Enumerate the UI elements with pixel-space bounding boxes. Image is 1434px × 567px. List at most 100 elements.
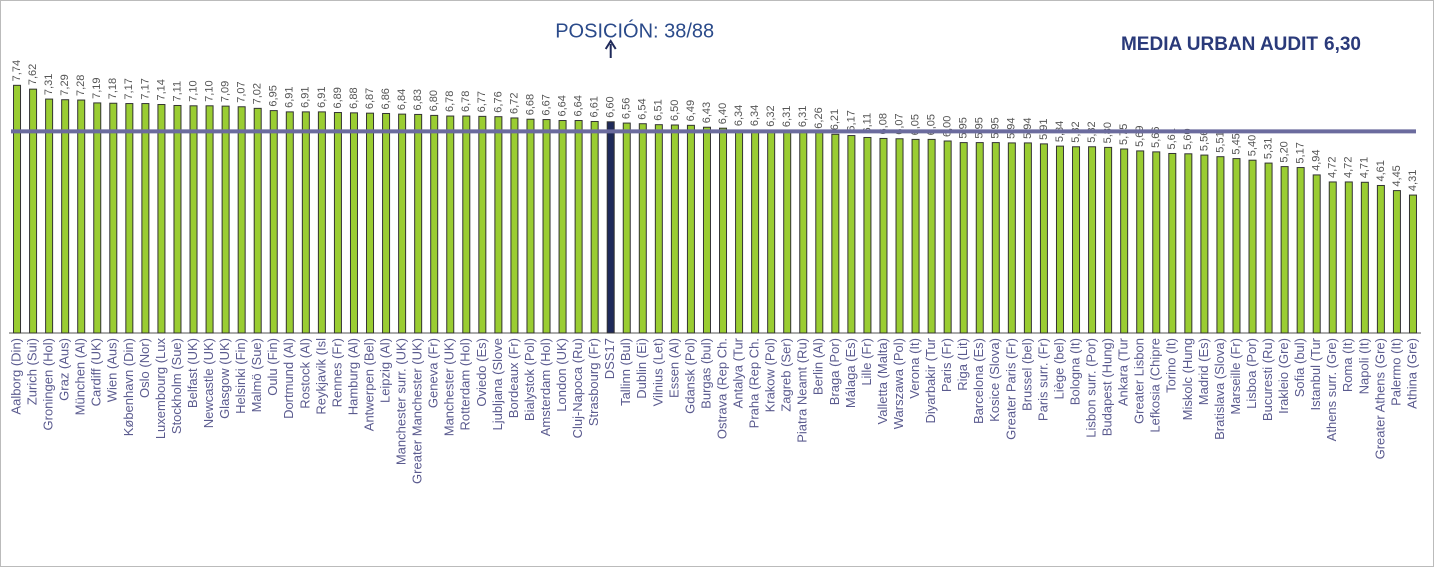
- value-label: 6,43: [701, 102, 713, 123]
- value-label: 6,21: [829, 109, 841, 130]
- value-label: 7,29: [59, 74, 71, 95]
- x-tick-label: Lisbon surr. (Por): [1084, 338, 1099, 438]
- x-tick-label: Dublin (Ei): [634, 338, 649, 399]
- value-label: 6,32: [765, 105, 777, 126]
- x-tick-label: Geneva (Fr): [426, 338, 441, 408]
- value-label: 5,95: [958, 117, 970, 138]
- value-label: 4,61: [1375, 160, 1387, 181]
- reference-value: 6,30: [1324, 34, 1361, 55]
- x-tick-label: Irakleio (Gre): [1276, 338, 1291, 414]
- value-label: 7,19: [91, 77, 103, 98]
- bar: [1216, 156, 1225, 334]
- value-label: 5,94: [1022, 117, 1034, 138]
- bar: [349, 112, 358, 334]
- value-label: 6,34: [733, 105, 745, 126]
- bar: [382, 112, 391, 334]
- value-label: 4,72: [1327, 157, 1339, 178]
- bar: [205, 105, 214, 334]
- value-label: 6,11: [861, 113, 873, 134]
- value-label: 7,10: [187, 80, 199, 101]
- x-tick-label: Praha (Rep Ch.: [747, 338, 762, 428]
- bar: [430, 114, 439, 334]
- value-label: 5,51: [1214, 131, 1226, 152]
- x-tick-label: Greater Athens (Gre): [1372, 338, 1387, 459]
- value-label: 4,45: [1391, 165, 1403, 186]
- x-tick-label: Glasgow (UK): [217, 338, 232, 419]
- x-tick-label: Madrid (Es): [1196, 338, 1211, 405]
- value-label: 5,40: [1246, 135, 1258, 156]
- value-label: 5,31: [1262, 138, 1274, 159]
- bar: [767, 130, 776, 334]
- value-label: 6,84: [396, 89, 408, 110]
- value-label: 7,14: [155, 79, 167, 100]
- bar: [1120, 148, 1129, 334]
- value-label: 6,76: [492, 91, 504, 112]
- x-tick-label: Burgas (bul): [698, 338, 713, 409]
- bar: [237, 106, 246, 334]
- x-tick-label: Greater Lisbon: [1132, 338, 1147, 424]
- x-tick-label: Stockholm (Sue): [169, 338, 184, 434]
- x-tick-label: Braga (Por): [827, 338, 842, 405]
- x-tick-label: Athina (Gre): [1404, 338, 1419, 409]
- bar: [125, 103, 134, 334]
- x-tick-label: Sofia (bul): [1292, 338, 1307, 397]
- value-label: 5,20: [1279, 141, 1291, 162]
- value-label: 5,56: [1198, 130, 1210, 151]
- bar: [253, 107, 262, 334]
- x-tick-label: Piatra Neamt (Ru): [795, 338, 810, 443]
- x-tick-label: Paris surr. (Fr): [1035, 338, 1050, 421]
- bar: [189, 105, 198, 334]
- x-tick-label: Reykjavik (Isl: [313, 338, 328, 415]
- bar: [1136, 150, 1145, 334]
- x-tick-label: Lefkosia (Chipre: [1148, 338, 1163, 433]
- value-label: 6,00: [942, 116, 954, 137]
- value-label: 6,95: [268, 85, 280, 106]
- value-label: 7,74: [11, 60, 23, 81]
- bar: [927, 138, 936, 334]
- x-tick-label: Napoli (It): [1356, 338, 1371, 394]
- x-tick-label: Ostrava (Rep Ch.: [714, 338, 729, 439]
- value-label: 6,77: [476, 91, 488, 112]
- x-tick-label: Málaga (Es): [843, 338, 858, 408]
- bar: [815, 132, 824, 334]
- x-tick-label: Belfast (UK): [185, 338, 200, 408]
- value-label: 6,80: [428, 90, 440, 111]
- bar: [414, 113, 423, 334]
- bar: [141, 103, 150, 334]
- bar: [526, 118, 535, 334]
- x-tick-label: Luxembourg (Lux: [153, 338, 168, 440]
- x-tick-label: Torino (It): [1164, 338, 1179, 393]
- x-tick-label: Vilnius (Let): [650, 338, 665, 406]
- bar: [1328, 181, 1337, 334]
- x-tick-label: Bucuresti (Ru): [1260, 338, 1275, 421]
- value-label: 4,31: [1407, 170, 1419, 191]
- x-tick-label: Greater Manchester (UK): [410, 338, 425, 484]
- x-tick-label: Antalya (Tur: [731, 337, 746, 408]
- bar: [1184, 153, 1193, 334]
- bar: [446, 115, 455, 334]
- value-label: 7,62: [27, 64, 39, 85]
- bar: [895, 138, 904, 334]
- bar: [1007, 142, 1016, 334]
- x-tick-label: Marseille (Fr): [1228, 338, 1243, 415]
- x-tick-label: Leipzig (Al): [378, 338, 393, 403]
- bar: [991, 142, 1000, 334]
- value-label: 6,83: [412, 89, 424, 110]
- x-tick-label: Newcastle (UK): [201, 338, 216, 428]
- x-tick-label: Riga (Lit): [955, 338, 970, 391]
- bar: [366, 112, 375, 334]
- x-tick-label: Cardiff (UK): [89, 338, 104, 406]
- bar: [670, 124, 679, 334]
- bar: [157, 104, 166, 334]
- x-tick-label: Berlin (Al): [811, 338, 826, 395]
- x-tick-label: Aalborg (Din): [8, 338, 23, 415]
- x-tick-label: Antwerpen (Bel): [361, 338, 376, 431]
- bar: [654, 124, 663, 334]
- value-label: 6,56: [621, 98, 633, 119]
- value-label: 7,17: [139, 78, 151, 99]
- bar: [1023, 142, 1032, 334]
- bar: [638, 123, 647, 334]
- value-label: 6,26: [813, 107, 825, 128]
- value-label: 7,11: [171, 81, 183, 102]
- x-tick-label: Miskolc (Hung: [1180, 338, 1195, 420]
